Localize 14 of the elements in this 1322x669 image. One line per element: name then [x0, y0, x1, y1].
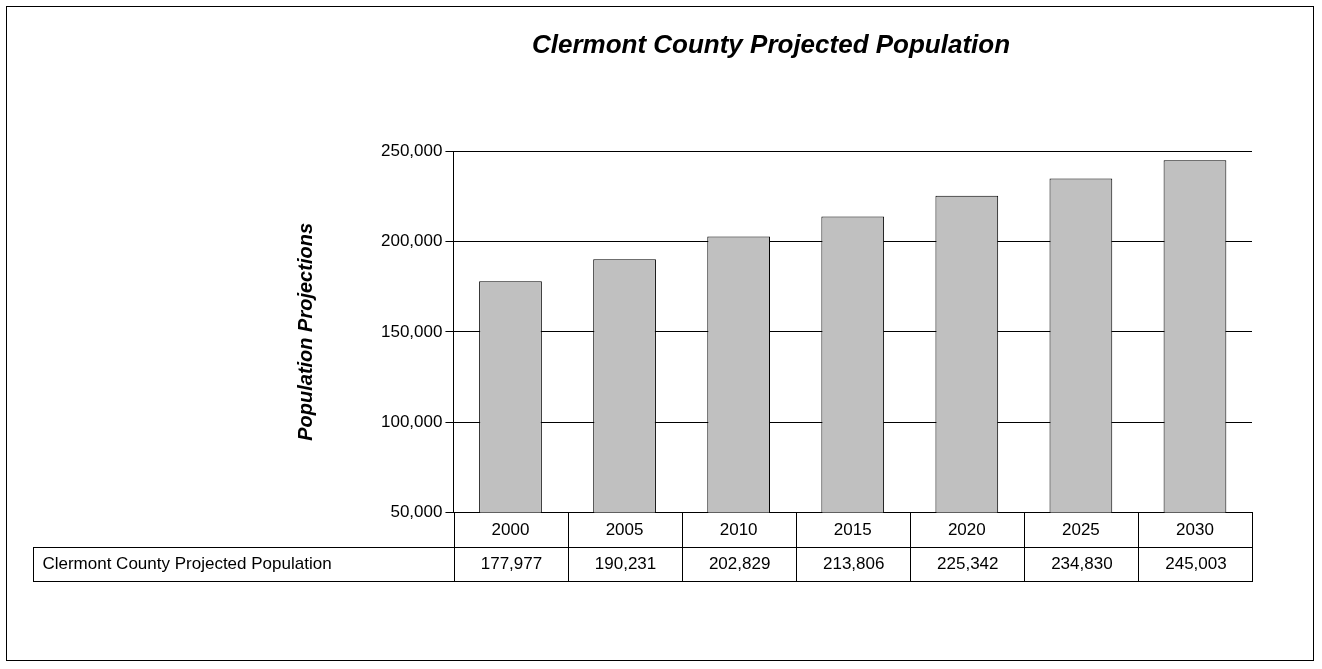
y-tick-label: 250,000	[381, 140, 443, 160]
chart-title: Clermont County Projected Population	[531, 28, 1011, 59]
x-tick-label: 2010	[719, 520, 758, 540]
y-tick-label: 100,000	[381, 411, 443, 431]
y-tick-label: 150,000	[381, 321, 443, 341]
x-tick-label: 2020	[947, 520, 986, 540]
x-tick-label: 2025	[1061, 520, 1100, 540]
y-tick-label: 200,000	[381, 231, 443, 251]
y-tick-label: 50,000	[390, 502, 443, 522]
x-tick-label: 2015	[833, 520, 872, 540]
x-tick-label: 2000	[491, 520, 530, 540]
x-tick-label: 2030	[1176, 520, 1214, 540]
y-axis-title: Population Projections	[293, 223, 316, 441]
x-tick-label: 2005	[605, 520, 644, 540]
